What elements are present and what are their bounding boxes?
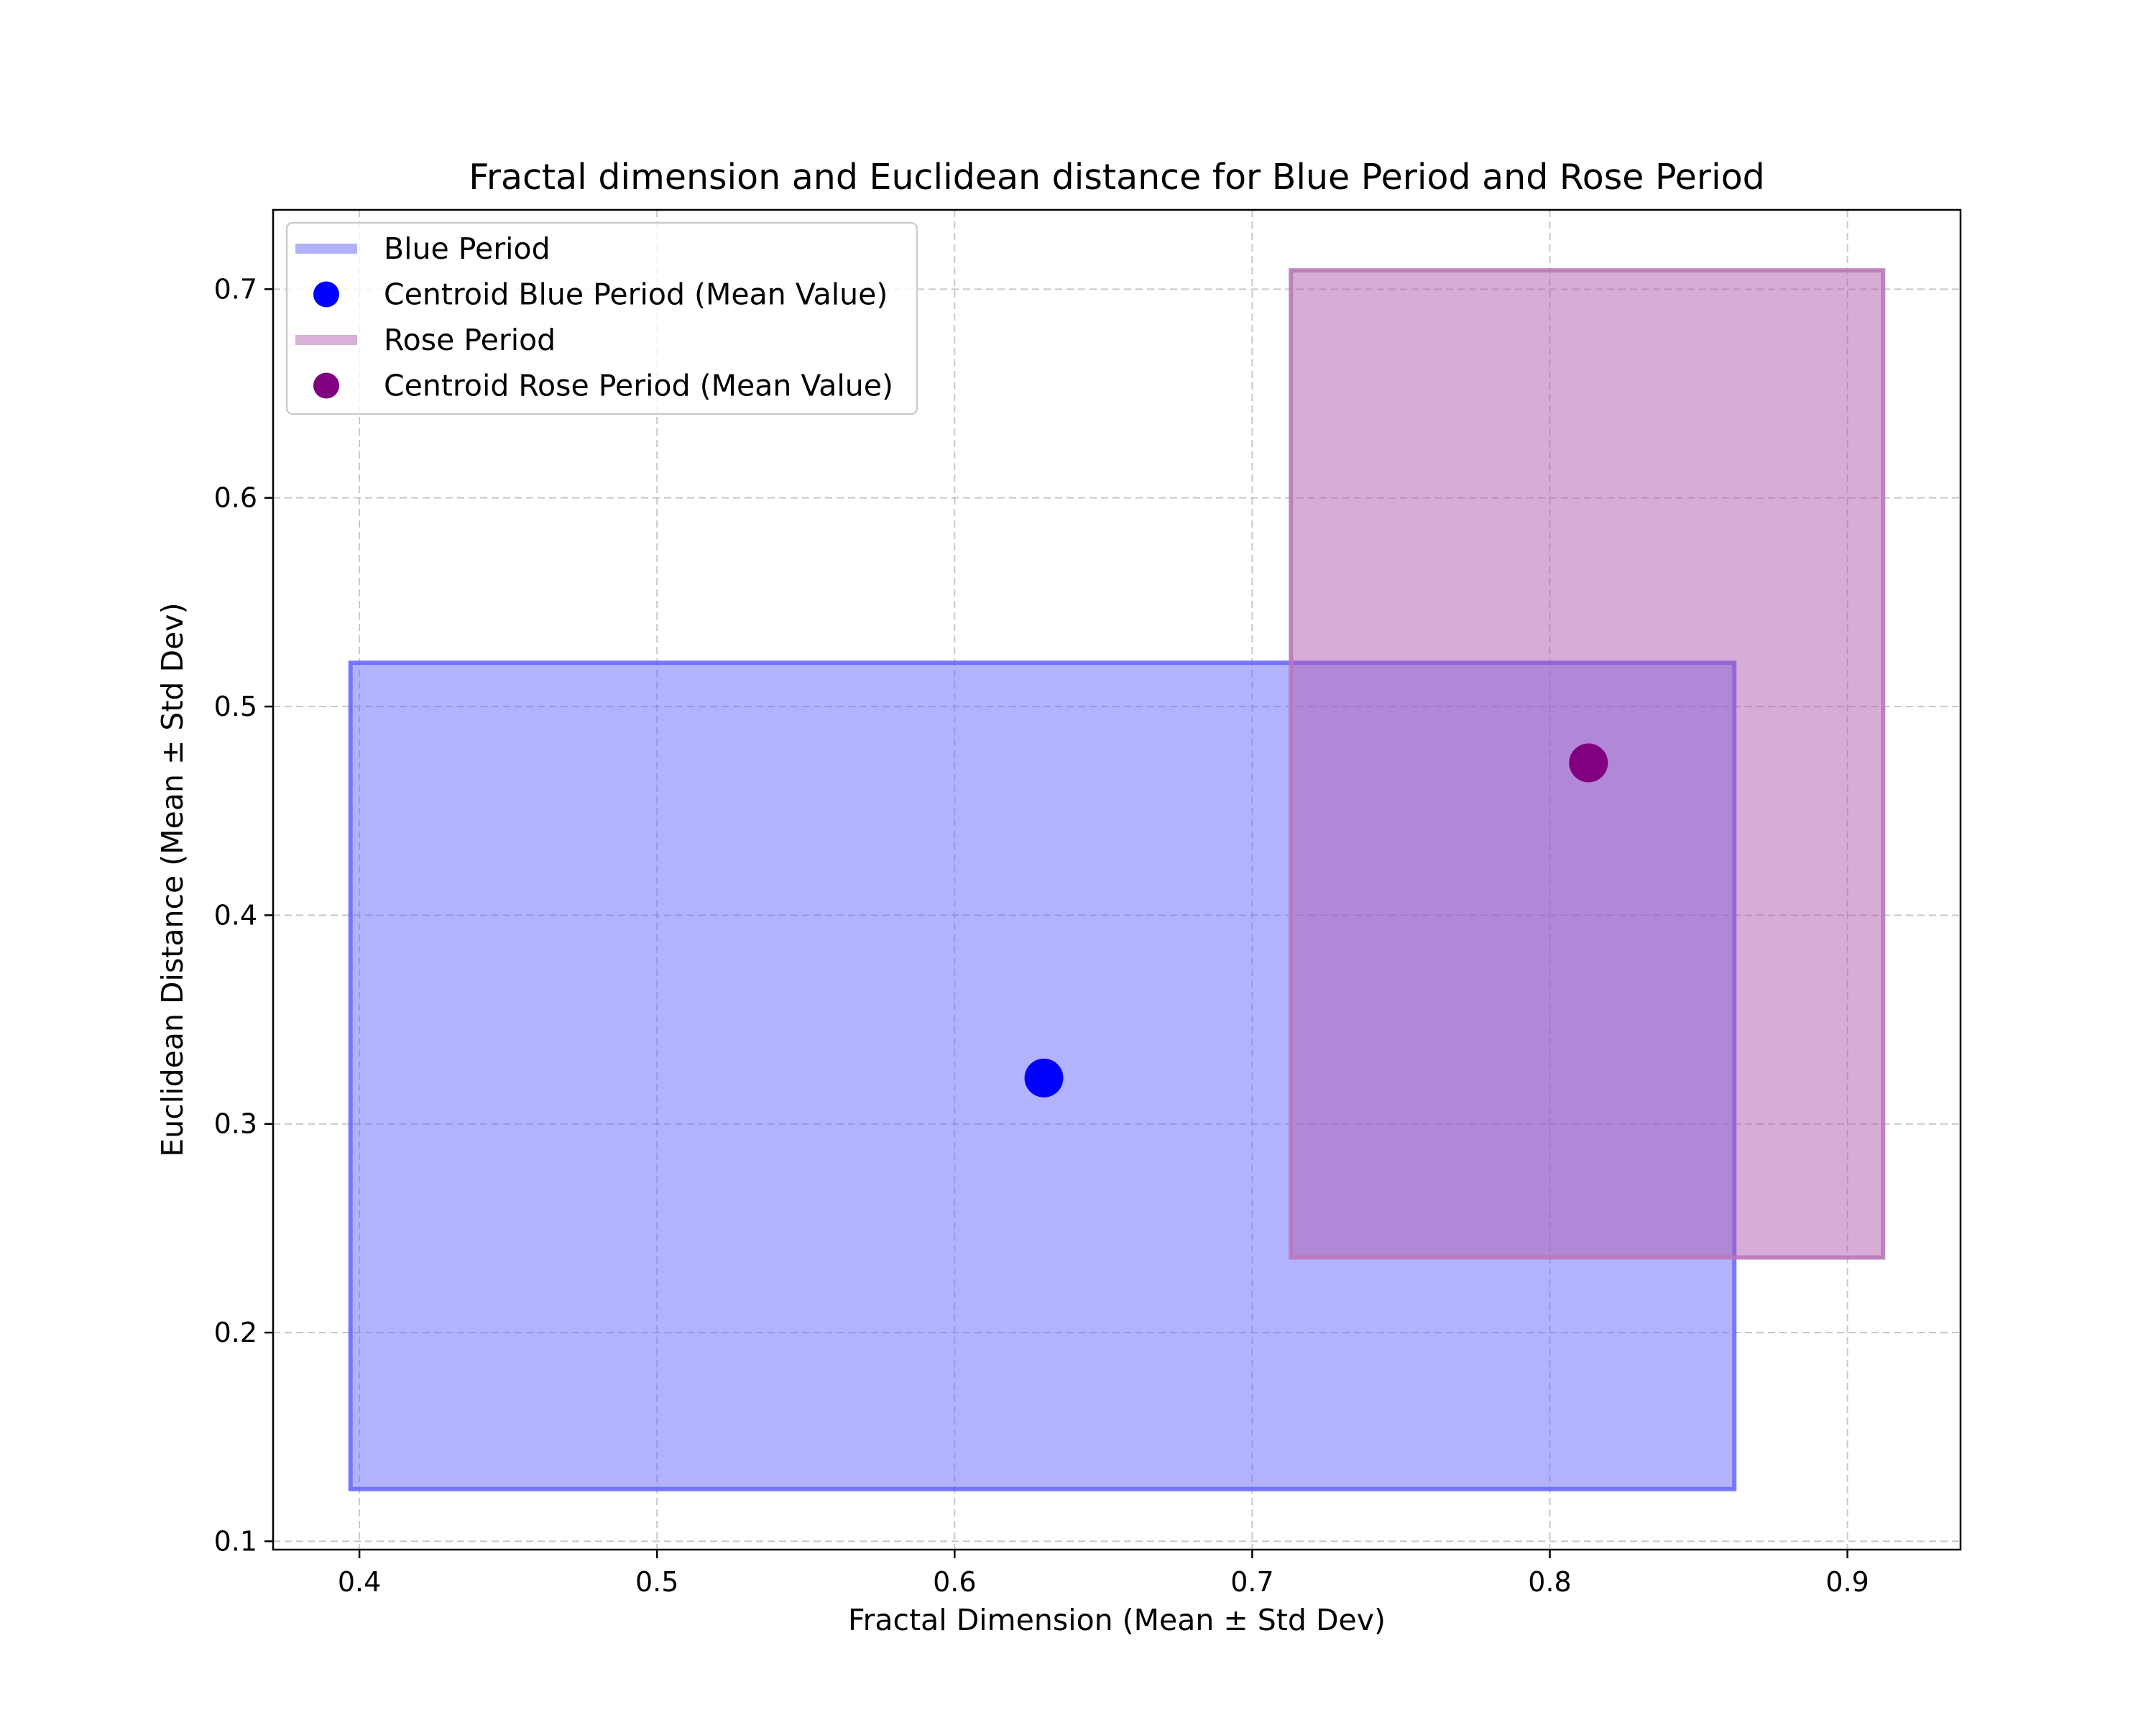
legend-frame — [285, 221, 918, 415]
x-tick-label: 0.8 — [1528, 1566, 1571, 1598]
legend-marker-centroid-rose-period-mean-value — [313, 372, 339, 399]
legend: Blue Period Centroid Blue Period (Mean Va… — [285, 221, 918, 415]
chart-title: Fractal dimension and Euclidean distance… — [469, 157, 1765, 198]
centroid-rose-period-point — [1569, 743, 1608, 783]
plot-frame — [272, 208, 1962, 1551]
x-tick-label: 0.7 — [1230, 1566, 1273, 1598]
y-tick-label: 0.1 — [214, 1525, 257, 1557]
y-tick-label: 0.4 — [214, 899, 257, 931]
legend-label-rose-period: Rose Period — [384, 323, 556, 357]
x-tick-label: 0.4 — [338, 1566, 381, 1598]
y-axis-label: Euclidean Distance (Mean ± Std Dev) — [155, 602, 190, 1156]
x-tick-label: 0.9 — [1825, 1566, 1869, 1598]
y-tick-label: 0.5 — [214, 691, 257, 722]
legend-entries: Blue Period Centroid Blue Period (Mean Va… — [295, 231, 893, 403]
legend-label-centroid-rose-period-mean-value: Centroid Rose Period (Mean Value) — [384, 369, 893, 403]
centroid-blue-period-point — [1024, 1058, 1064, 1098]
x-tick-label: 0.6 — [933, 1566, 976, 1598]
legend-label-blue-period: Blue Period — [384, 231, 550, 266]
centroid-points — [1024, 743, 1608, 1098]
axis-ticks: 0.4 0.5 0.6 0.7 0.8 0.9 0.1 0.2 0.3 0.4 0.5 0.6 0.7 — [214, 273, 1869, 1598]
y-tick-label: 0.3 — [214, 1108, 257, 1140]
y-tick-label: 0.6 — [214, 482, 257, 514]
y-tick-label: 0.7 — [214, 273, 257, 305]
y-tick-label: 0.2 — [214, 1317, 257, 1348]
x-axis-label: Fractal Dimension (Mean ± Std Dev) — [848, 1603, 1386, 1637]
x-tick-label: 0.5 — [635, 1566, 678, 1598]
legend-label-centroid-blue-period-mean-value: Centroid Blue Period (Mean Value) — [384, 277, 888, 312]
legend-marker-centroid-blue-period-mean-value — [313, 281, 339, 308]
